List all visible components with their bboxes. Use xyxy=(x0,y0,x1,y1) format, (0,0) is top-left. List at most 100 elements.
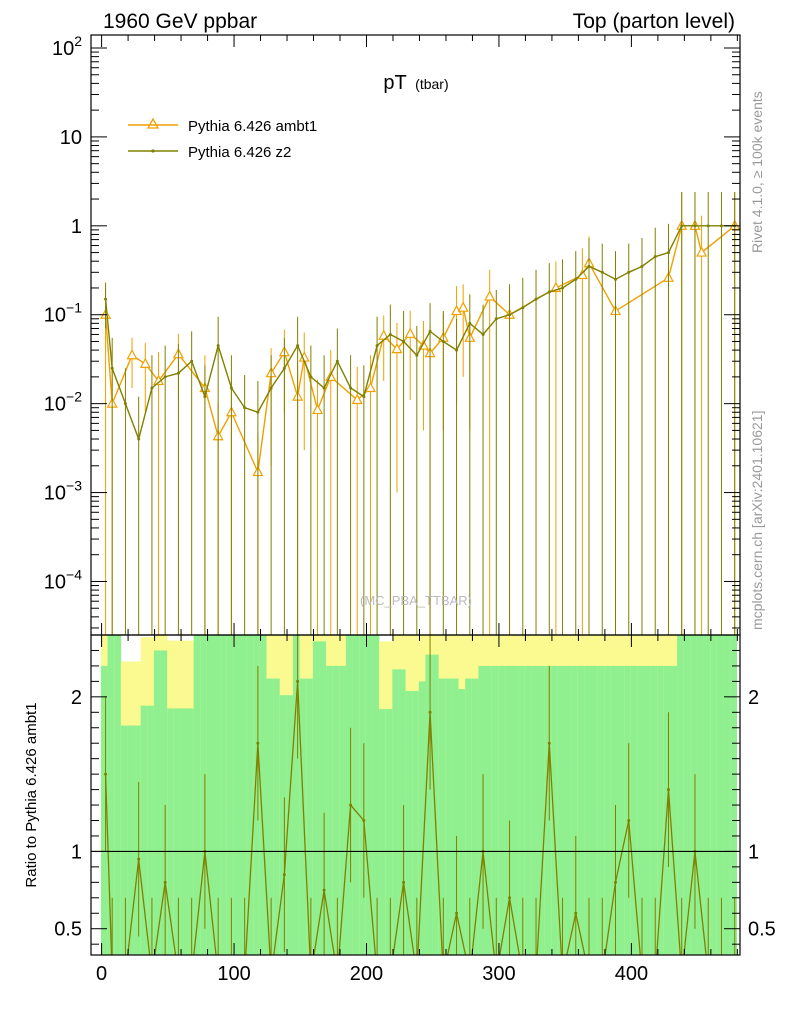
ratio-point xyxy=(362,819,366,823)
ratio-band-green xyxy=(491,665,499,955)
data-point-dot xyxy=(455,348,459,352)
ratio-band-green xyxy=(544,665,552,955)
data-point-dot xyxy=(388,332,392,336)
ratio-band-green xyxy=(259,635,267,955)
ratio-band-green xyxy=(107,635,115,955)
main-series-layer xyxy=(100,192,740,635)
data-point-dot xyxy=(296,344,300,348)
ratio-point xyxy=(163,880,167,884)
ratio-band-green xyxy=(538,665,545,955)
ratio-band-green xyxy=(345,635,353,955)
ratio-band-green xyxy=(405,691,413,955)
ratio-band-green xyxy=(577,665,585,955)
axis-tick-labels: 0 100 200 300 400 102 10 1 10−1 10−2 10−3 10−4 0.5 0.… xyxy=(44,33,776,985)
data-point-dot xyxy=(176,371,180,375)
ratio-band-green xyxy=(140,705,148,955)
ratio-band-green xyxy=(332,665,340,955)
ratio-band-green xyxy=(153,650,161,955)
data-point-dot xyxy=(190,359,194,363)
ratio-band-green xyxy=(206,635,214,955)
ratio-y-tick-label-left: 0.5 xyxy=(54,919,82,941)
ratio-band-green xyxy=(299,678,307,955)
ratio-band-green xyxy=(696,635,704,955)
ratio-point xyxy=(389,974,392,977)
ratio-band-green xyxy=(312,641,320,955)
y-tick-label: 10−4 xyxy=(44,566,82,593)
data-point-dot xyxy=(110,366,114,370)
ratio-point xyxy=(402,880,406,884)
x-tick-label: 100 xyxy=(217,963,250,985)
data-point-dot xyxy=(163,375,167,379)
ratio-point xyxy=(442,974,445,977)
ratio-band-green xyxy=(253,635,261,955)
ratio-band-green xyxy=(372,635,380,955)
ratio-band-green xyxy=(412,691,420,955)
ratio-band-green xyxy=(134,725,141,955)
ratio-point xyxy=(720,974,723,977)
ratio-band-green xyxy=(319,641,327,955)
header-left: 1960 GeV ppbar xyxy=(103,10,257,33)
ratio-band-green xyxy=(650,665,658,955)
data-point-triangle xyxy=(404,327,416,338)
ratio-band-green xyxy=(723,635,731,955)
data-point-dot xyxy=(481,332,485,336)
y-tick-label: 1 xyxy=(71,216,82,238)
ratio-band-green xyxy=(557,665,565,955)
ratio-band-green xyxy=(617,665,625,955)
data-point-dot xyxy=(561,286,565,290)
plot-title: pT (tbar) xyxy=(383,72,448,94)
ratio-band-green xyxy=(226,635,234,955)
legend-marker-dot-icon xyxy=(151,149,155,153)
data-point-dot xyxy=(428,329,432,333)
ratio-band-green xyxy=(425,654,433,955)
ratio-band-green xyxy=(193,635,201,955)
data-point-dot xyxy=(282,366,286,370)
ratio-band-green xyxy=(531,665,539,955)
data-point-dot xyxy=(402,339,406,343)
ratio-point xyxy=(137,857,141,861)
ratio-point xyxy=(190,974,193,977)
header-right: Top (parton level) xyxy=(573,10,735,33)
data-point-dot xyxy=(693,224,697,228)
data-point-dot xyxy=(441,339,445,343)
ratio-band-green xyxy=(438,678,446,955)
y-tick-label: 10−3 xyxy=(44,478,82,505)
ratio-point xyxy=(282,873,286,877)
data-point-triangle xyxy=(364,381,376,393)
legend-marker-triangle-icon xyxy=(146,117,160,129)
ratio-point xyxy=(613,880,617,884)
data-point-dot xyxy=(627,270,631,274)
ratio-band-green xyxy=(445,678,453,955)
data-point-triangle xyxy=(311,403,323,415)
ratio-band-green xyxy=(590,665,598,955)
rivet-label: Rivet 4.1.0, ≥ 100k events xyxy=(749,91,765,253)
legend-entry-z2: Pythia 6.426 z2 xyxy=(128,144,291,161)
ratio-band-green xyxy=(365,635,373,955)
ratio-point xyxy=(256,741,260,745)
ratio-band-green xyxy=(114,635,122,955)
ratio-band-green xyxy=(637,665,645,955)
data-point-dot xyxy=(137,437,141,441)
data-point-dot xyxy=(216,344,220,348)
ratio-point xyxy=(296,679,300,683)
ratio-point xyxy=(601,974,604,977)
ratio-band-green xyxy=(246,635,254,955)
ratio-band-green xyxy=(432,654,439,955)
ratio-band-green xyxy=(624,665,632,955)
ratio-point xyxy=(547,741,551,745)
y-tick-label: 10−2 xyxy=(44,389,82,416)
ratio-point xyxy=(428,710,432,714)
data-point-dot xyxy=(349,386,353,390)
ratio-band-green xyxy=(240,635,247,955)
ratio-band-green xyxy=(710,635,718,955)
data-point-dot xyxy=(666,251,670,255)
ratio-point xyxy=(415,974,418,977)
data-point-dot xyxy=(547,290,551,294)
ratio-band-green xyxy=(392,669,400,955)
ratio-band-green xyxy=(465,678,473,955)
ratio-point xyxy=(733,974,736,977)
watermark: (MC_PBA_TTBAR) xyxy=(360,593,472,608)
ratio-band-green xyxy=(564,665,572,955)
ratio-band-green xyxy=(379,709,386,955)
